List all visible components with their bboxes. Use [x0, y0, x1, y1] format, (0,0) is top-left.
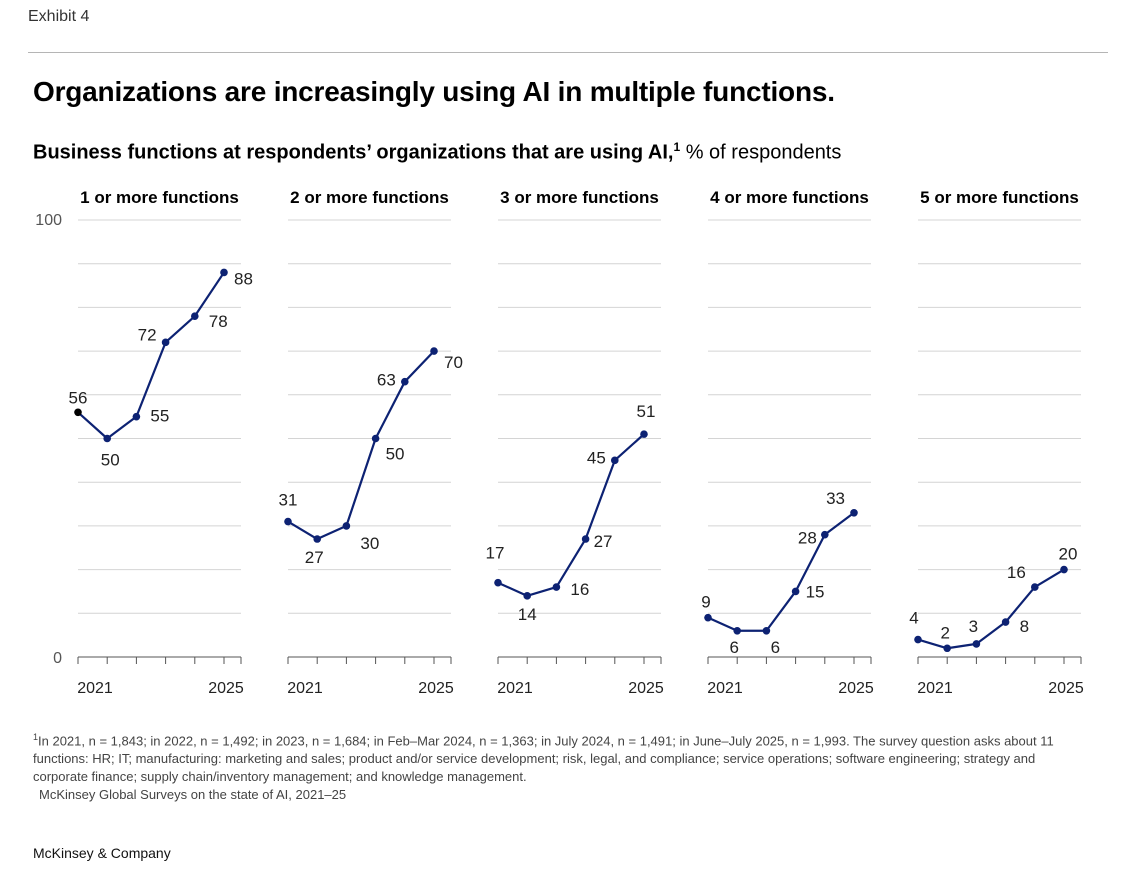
chart-title: Organizations are increasingly using AI …	[33, 76, 835, 107]
chart-subtitle: Business functions at respondents’ organ…	[33, 140, 841, 165]
series-5-point-2	[943, 644, 951, 653]
series-4-x-label-end: 2025	[838, 680, 874, 697]
series-2-panel-title: 2 or more functions	[290, 188, 449, 207]
series-2-data-label-4: 50	[386, 445, 405, 464]
series-5-data-label-1: 4	[909, 609, 918, 628]
source-note: McKinsey Global Surveys on the state of …	[39, 787, 347, 803]
series-5-data-label-6: 20	[1059, 545, 1078, 564]
series-5-line	[917, 568, 1065, 650]
footnote-marker: 1	[33, 732, 39, 742]
series-4-panel-title: 4 or more functions	[710, 188, 869, 207]
series-1-x-label-end: 2025	[208, 680, 244, 697]
series-4-point-5	[821, 530, 829, 539]
series-4-data-label-3: 6	[771, 638, 780, 657]
series-3-panel-title: 3 or more functions	[500, 188, 659, 207]
series-2-point-1	[284, 517, 292, 526]
series-4-point-6	[850, 508, 858, 517]
series-2-data-label-1: 31	[279, 491, 298, 510]
series-4-point-1	[704, 613, 712, 622]
series-1-data-label-4: 72	[138, 325, 157, 344]
series-2-data-label-5: 63	[377, 371, 396, 390]
series-2-x-label-end: 2025	[418, 680, 454, 697]
y-tick-label-min: 0	[53, 650, 62, 667]
series-4-data-label-5: 28	[798, 529, 817, 548]
series-2-point-6	[430, 347, 438, 355]
brand-name: McKinsey & Company	[33, 845, 171, 861]
series-4-point-4	[791, 587, 800, 596]
series-1-point-3	[132, 412, 141, 421]
series-5-point-1	[914, 635, 922, 644]
series-5-data-label-4: 8	[1020, 617, 1029, 636]
series-1-x-label-start: 2021	[77, 680, 113, 697]
series-5-x-label-end: 2025	[1048, 680, 1084, 697]
series-2-point-5	[401, 377, 409, 386]
series-1-point-1	[74, 408, 82, 417]
series-4-line	[707, 511, 855, 632]
series-1-line	[77, 271, 225, 440]
series-5-data-label-2: 2	[940, 623, 949, 642]
series-2-x-label-start: 2021	[287, 680, 323, 697]
line-chart-panels: 100 0 1 or more functions 2021 2025 56 50 55 72 7…	[35, 188, 1084, 697]
footnote-1: 1In 2021, n = 1,843; in 2022, n = 1,492;…	[33, 728, 1093, 786]
series-4-point-2	[733, 626, 741, 635]
series-1-data-label-5: 78	[209, 312, 228, 331]
subtitle-footnote-marker: 1	[673, 140, 681, 154]
header-divider	[28, 52, 1108, 53]
series-3-data-label-4: 27	[594, 532, 613, 551]
series-1-point-5	[191, 312, 199, 320]
y-tick-label-max: 100	[35, 212, 62, 229]
series-1-point-2	[103, 434, 111, 443]
subtitle-unit: % of respondents	[680, 141, 842, 164]
series-5-panel-title: 5 or more functions	[920, 188, 1079, 207]
series-1-data-label-3: 55	[150, 407, 169, 426]
exhibit-label: Exhibit 4	[28, 8, 90, 25]
series-1-point-6	[220, 268, 228, 277]
series-3-data-label-3: 16	[570, 580, 589, 599]
series-2-point-4	[371, 434, 380, 443]
series-5-point-6	[1060, 565, 1068, 574]
series-4-data-label-6: 33	[826, 489, 845, 508]
series-4-data-label-2: 6	[729, 638, 738, 657]
series-3-point-3	[552, 583, 561, 591]
footnotes: 1In 2021, n = 1,843; in 2022, n = 1,492;…	[33, 728, 1093, 804]
series-3-point-6	[640, 430, 648, 438]
series-2-data-label-6: 70	[444, 353, 463, 372]
series-1-data-label-2: 50	[101, 451, 120, 470]
series-3-data-label-2: 14	[518, 605, 537, 624]
series-5-point-3	[972, 640, 981, 648]
series-3-point-5	[611, 456, 619, 465]
series-2-point-3	[342, 522, 351, 530]
series-1-panel-title: 1 or more functions	[80, 188, 239, 207]
series-3-data-label-6: 51	[637, 402, 656, 421]
series-3-point-2	[523, 592, 531, 600]
series-2-data-label-2: 27	[305, 548, 324, 567]
subtitle-bold: Business functions at respondents’ organ…	[33, 141, 674, 164]
series-1-data-label-6: 88	[234, 269, 253, 288]
series-5-point-4	[1001, 618, 1010, 626]
series-3-point-1	[494, 578, 502, 587]
series-2-point-2	[313, 535, 322, 543]
series-5-point-5	[1031, 583, 1039, 591]
series-4-data-label-4: 15	[806, 582, 825, 601]
series-4-data-label-1: 9	[701, 593, 710, 612]
series-2-line	[287, 350, 435, 541]
series-3-point-4	[581, 535, 590, 543]
series-3-x-label-start: 2021	[497, 680, 533, 697]
series-1-data-label-1: 56	[69, 388, 88, 407]
series-3-data-label-1: 17	[486, 544, 505, 563]
series-3-data-label-5: 45	[587, 448, 606, 467]
footnote-text: In 2021, n = 1,843; in 2022, n = 1,492; …	[33, 733, 1054, 785]
series-5-data-label-5: 16	[1007, 563, 1026, 582]
series-1-point-4	[161, 338, 170, 347]
series-3-x-label-end: 2025	[628, 680, 664, 697]
series-5-data-label-3: 3	[969, 617, 978, 636]
series-4-point-3	[762, 626, 771, 635]
series-4-x-label-start: 2021	[707, 680, 743, 697]
series-3-line	[497, 433, 645, 597]
series-2-data-label-3: 30	[360, 534, 379, 553]
series-5-x-label-start: 2021	[917, 680, 953, 697]
